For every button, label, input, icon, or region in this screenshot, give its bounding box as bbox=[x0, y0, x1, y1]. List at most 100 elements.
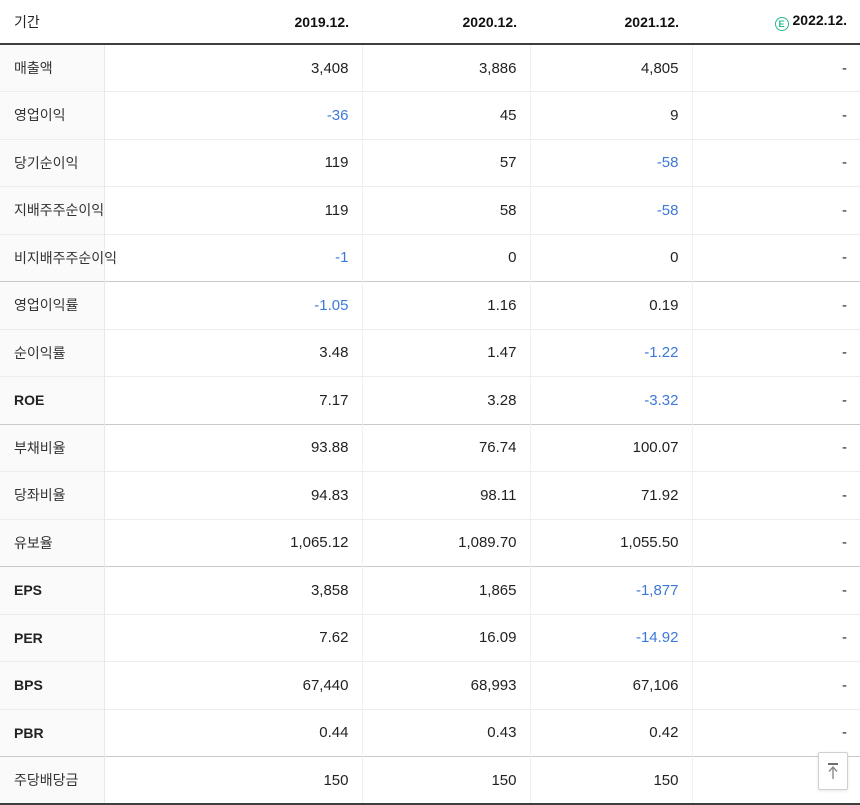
table-row: 매출액 3,408 3,886 4,805- bbox=[0, 44, 860, 92]
value-cell: - bbox=[691, 613, 860, 662]
column-header-202012: 2020.12. bbox=[362, 0, 530, 45]
value-cell: 58 bbox=[361, 186, 530, 234]
value-cell: 57 bbox=[361, 138, 530, 187]
table-row: 영업이익 -36 45 9- bbox=[0, 91, 860, 139]
value-cell: -1,877 bbox=[529, 566, 692, 614]
value-cell: 3,408 bbox=[310, 59, 349, 77]
value-cell: 3,858 bbox=[104, 566, 362, 614]
value-cell: 0.42 bbox=[529, 708, 692, 757]
column-header-202212: E 2022.12. bbox=[692, 0, 860, 45]
row-label: PBR bbox=[0, 708, 105, 757]
table-row: 순이익률 3.48 1.47 -1.22- bbox=[0, 328, 860, 377]
value-cell: 1,865 bbox=[361, 566, 530, 614]
estimate-icon: E bbox=[774, 17, 789, 31]
value-cell: 67,106 bbox=[529, 661, 692, 709]
value-cell: 9 bbox=[529, 91, 692, 139]
value-cell: 45 bbox=[361, 91, 530, 139]
table-row: 부채비율 93.88 76.74 100.07- bbox=[0, 423, 860, 472]
period-column-header: 기간 bbox=[0, 0, 104, 45]
value-cell: 0.43 bbox=[361, 708, 530, 757]
table-row: 지배주주순이익 119 58 -58- bbox=[0, 186, 860, 234]
row-label: 부채비율 bbox=[0, 423, 105, 472]
table-row: PBR 0.44 0.43 0.42- bbox=[0, 708, 860, 757]
row-label: PER bbox=[0, 613, 105, 662]
value-cell: - bbox=[691, 138, 860, 187]
row-label: EPS bbox=[0, 566, 105, 614]
scroll-to-top-button[interactable] bbox=[818, 752, 848, 790]
value-cell: -1 bbox=[104, 233, 362, 282]
value-cell: 150 bbox=[361, 756, 530, 805]
value-cell: - bbox=[691, 708, 860, 757]
value-cell: 3.48 bbox=[104, 328, 362, 377]
value-cell: 1,055.50 bbox=[529, 518, 692, 567]
value-cell: - bbox=[691, 518, 860, 567]
value-cell: 150 bbox=[529, 756, 692, 805]
value-cell: 119 bbox=[104, 138, 362, 187]
row-label: 주당배당금 bbox=[0, 756, 105, 805]
row-label: 당좌비율 bbox=[0, 471, 105, 519]
value-cell: 1,089.70 bbox=[361, 518, 530, 567]
row-label: 매출액 bbox=[0, 44, 105, 92]
column-header-202112: 2021.12. bbox=[530, 0, 692, 45]
table-row: 당좌비율 94.83 98.11 71.92- bbox=[0, 471, 860, 519]
value-cell: -1.05 bbox=[104, 281, 362, 329]
value-cell: 98.11 bbox=[361, 471, 530, 519]
value-cell: 76.74 bbox=[361, 423, 530, 472]
table-header-row: 기간 2019.12. 2020.12. 2021.12. E 2022.12. bbox=[0, 0, 860, 45]
value-cell: - bbox=[691, 471, 860, 519]
value-cell: 119 bbox=[104, 186, 362, 234]
value-cell: 16.09 bbox=[361, 613, 530, 662]
row-label: 당기순이익 bbox=[0, 138, 105, 187]
value-cell: - bbox=[691, 186, 860, 234]
value-cell: 93.88 bbox=[104, 423, 362, 472]
table-row: 비지배주주순이익 -1 0 0- bbox=[0, 233, 860, 282]
value-cell: 0 bbox=[361, 233, 530, 282]
value-cell: 1,065.12 bbox=[104, 518, 362, 567]
column-header-201912: 2019.12. bbox=[104, 0, 362, 45]
value-cell: 7.17 bbox=[104, 376, 362, 424]
value-cell: -58 bbox=[529, 138, 692, 187]
row-label: ROE bbox=[0, 376, 105, 424]
value-cell: -36 bbox=[104, 91, 362, 139]
value-cell: 68,993 bbox=[361, 661, 530, 709]
value-cell: - bbox=[691, 328, 860, 377]
row-label: BPS bbox=[0, 661, 105, 709]
table-row: EPS 3,858 1,865 -1,877- bbox=[0, 566, 860, 614]
value-cell: 67,440 bbox=[104, 661, 362, 709]
value-cell: 4,805 bbox=[529, 44, 692, 92]
row-label: 영업이익률 bbox=[0, 281, 105, 329]
value-cell: 1.16 bbox=[361, 281, 530, 329]
row-label: 비지배주주순이익 bbox=[0, 233, 117, 282]
value-cell: 3,886 bbox=[361, 44, 530, 92]
value-cell: - bbox=[691, 661, 860, 709]
value-cell: 100.07 bbox=[529, 423, 692, 472]
value-cell: 0.19 bbox=[529, 281, 692, 329]
value-cell: 1.47 bbox=[361, 328, 530, 377]
row-label: 영업이익 bbox=[0, 91, 105, 139]
value-cell: 7.62 bbox=[104, 613, 362, 662]
value-cell: - bbox=[691, 91, 860, 139]
value-cell: 94.83 bbox=[104, 471, 362, 519]
row-label: 지배주주순이익 bbox=[0, 186, 105, 234]
value-cell: - bbox=[691, 376, 860, 424]
value-cell: 3.28 bbox=[361, 376, 530, 424]
arrow-up-to-bar-icon bbox=[825, 761, 841, 781]
table-row: 영업이익률 -1.05 1.16 0.19- bbox=[0, 281, 860, 329]
value-cell: - bbox=[691, 281, 860, 329]
row-label: 순이익률 bbox=[0, 328, 105, 377]
table-row: 유보율 1,065.12 1,089.70 1,055.50- bbox=[0, 518, 860, 567]
value-cell: -14.92 bbox=[529, 613, 692, 662]
row-label: 유보율 bbox=[0, 518, 105, 567]
value-cell: -1.22 bbox=[529, 328, 692, 377]
table-row: ROE 7.17 3.28 -3.32- bbox=[0, 376, 860, 424]
table-row: PER 7.62 16.09 -14.92- bbox=[0, 613, 860, 662]
table-row: BPS 67,440 68,993 67,106- bbox=[0, 661, 860, 709]
value-cell: 150 bbox=[104, 756, 362, 805]
table-row: 당기순이익 119 57 -58- bbox=[0, 138, 860, 187]
value-cell: 0 bbox=[529, 233, 692, 282]
value-cell: - bbox=[691, 423, 860, 472]
value-cell: -3.32 bbox=[529, 376, 692, 424]
